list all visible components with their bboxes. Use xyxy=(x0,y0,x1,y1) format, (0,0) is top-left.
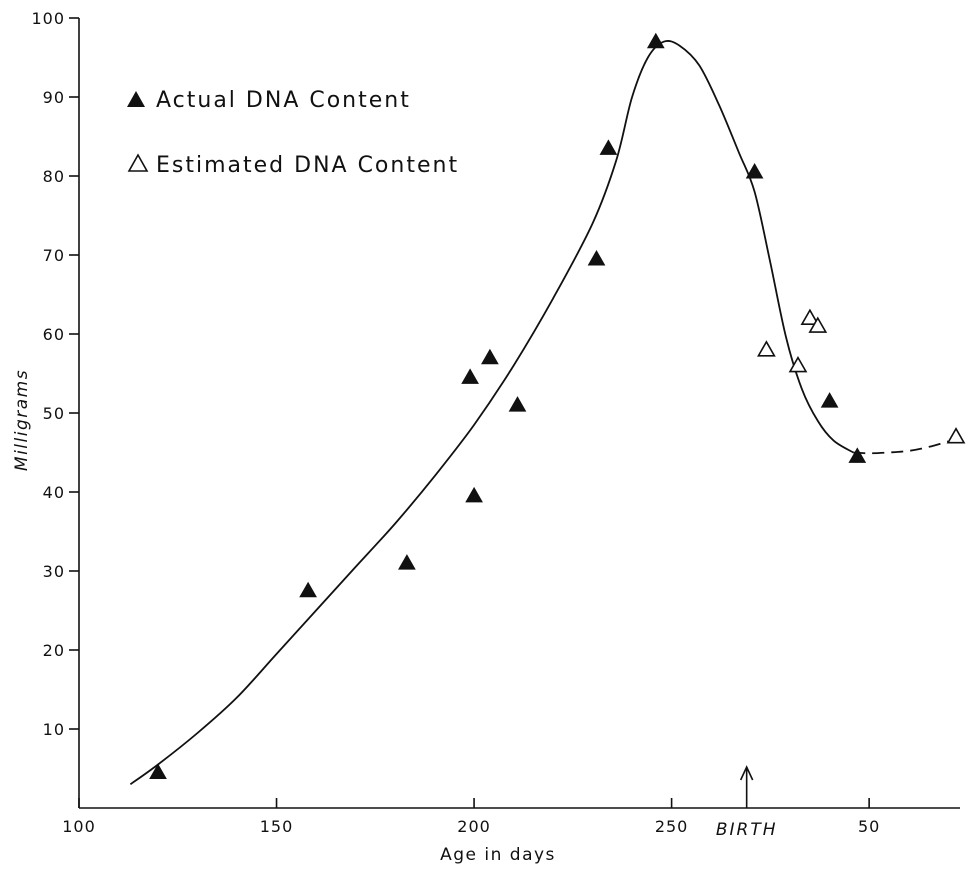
actual-dna-point xyxy=(745,162,764,179)
actual-dna-point xyxy=(481,348,499,365)
x-tick-label: 50 xyxy=(858,817,880,836)
legend-open-triangle-icon xyxy=(127,153,149,172)
legend-label-estimated: Estimated DNA Content xyxy=(156,153,459,178)
actual-dna-point xyxy=(461,368,479,384)
legend-label-actual: Actual DNA Content xyxy=(156,88,411,113)
estimated-dna-point xyxy=(788,355,808,373)
actual-dna-point xyxy=(587,249,606,266)
actual-dna-point xyxy=(149,763,167,779)
estimated-dna-point xyxy=(757,340,776,357)
y-tick-label: 90 xyxy=(43,88,65,107)
fitted-curve xyxy=(129,40,949,786)
estimated-dna-point xyxy=(946,427,966,444)
actual-dna-point xyxy=(599,139,618,155)
y-tick-label: 50 xyxy=(43,404,65,423)
legend-item-actual: Actual DNA Content xyxy=(127,88,411,113)
actual-dna-point xyxy=(848,447,867,463)
estimated-dna-point xyxy=(800,308,820,325)
arrow-up-icon xyxy=(739,765,754,781)
x-tick-label: 250 xyxy=(655,817,689,836)
data-points xyxy=(149,32,966,779)
y-tick-label: 40 xyxy=(43,483,65,502)
actual-dna-point xyxy=(398,554,416,570)
actual-dna-point xyxy=(508,396,527,412)
estimated-dna-point xyxy=(808,316,828,333)
x-tick-label: 150 xyxy=(260,817,294,836)
legend-filled-triangle-icon xyxy=(127,91,145,107)
y-tick-label: 30 xyxy=(43,562,65,581)
x-tick-label: 100 xyxy=(62,817,96,836)
y-axis-title: Milligrams xyxy=(12,369,32,471)
legend-item-estimated: Estimated DNA Content xyxy=(127,153,459,178)
fitted-curve-dashed xyxy=(853,440,949,455)
birth-annotation: BIRTH xyxy=(716,765,778,840)
actual-dna-point xyxy=(646,32,665,49)
x-axis-title: Age in days xyxy=(440,845,556,865)
fitted-curve-solid xyxy=(129,40,854,786)
y-tick-label: 80 xyxy=(43,167,65,186)
x-axis: 100 150 200 250 50 Age in days xyxy=(62,798,960,865)
y-tick-label: 70 xyxy=(43,246,65,265)
y-tick-label: 20 xyxy=(43,641,65,660)
y-tick-label: 10 xyxy=(43,720,65,739)
x-tick-label: 200 xyxy=(457,817,491,836)
actual-dna-point xyxy=(299,581,317,598)
y-axis: 10 20 30 40 50 60 70 80 90 100 Milligrams xyxy=(12,9,80,808)
y-tick-label: 60 xyxy=(43,325,65,344)
birth-label: BIRTH xyxy=(716,820,778,840)
legend: Actual DNA Content Estimated DNA Content xyxy=(127,88,459,178)
y-tick-label: 100 xyxy=(31,9,65,28)
actual-dna-point xyxy=(820,392,839,408)
actual-dna-point xyxy=(465,486,483,503)
